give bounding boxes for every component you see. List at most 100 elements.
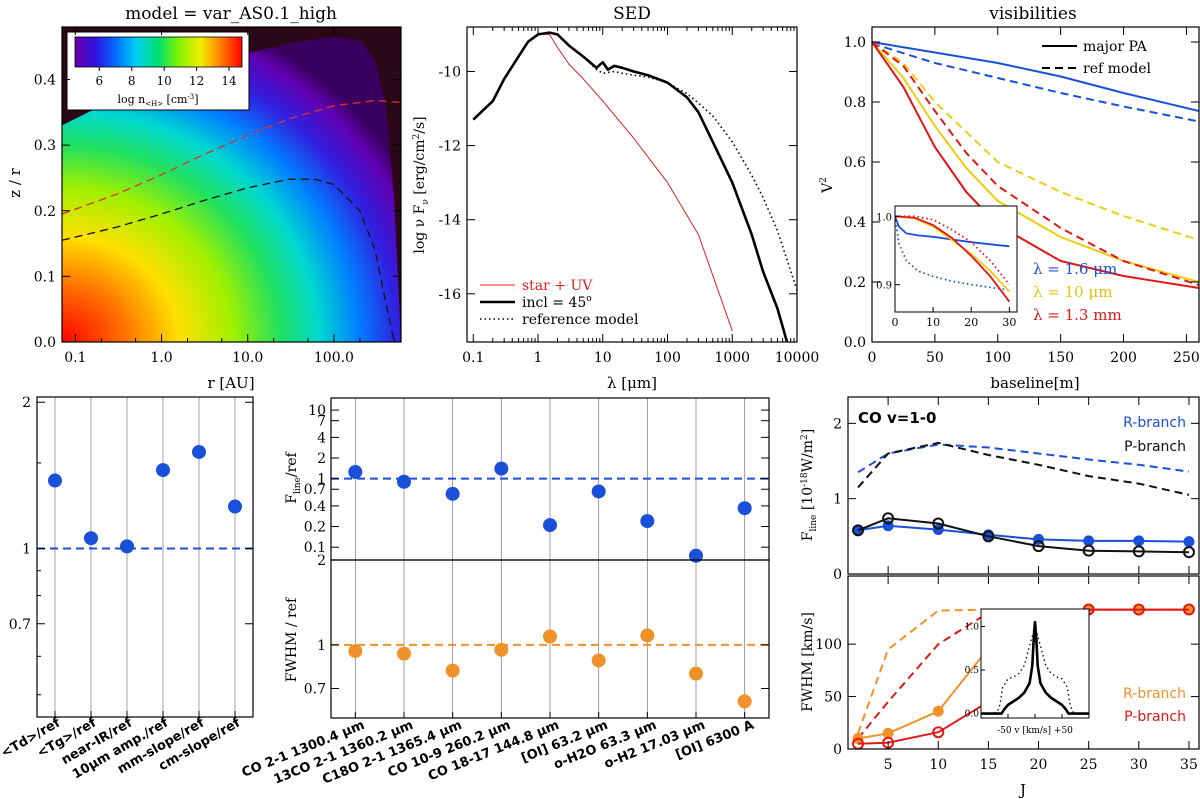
visibilities-ylabel: V2: [819, 177, 836, 194]
visibilities-panel: visibilities 0 50 100 150 200 2500.00.20.40.6…: [819, 4, 1200, 392]
co-fwhm-frame: [847, 575, 1200, 750]
colorbar-tick-label: 10: [157, 74, 172, 88]
fwhm-ratio-point: [543, 629, 557, 644]
ratio-point: [192, 444, 206, 459]
tick-label: 10: [929, 757, 947, 773]
tick-label: 1: [317, 472, 326, 488]
tick-label: 10: [594, 350, 612, 366]
sed-panel: SED 0.1 1 10 100 1000 10000 -10 -12 -14 -16 star …: [412, 4, 819, 392]
tick-label: 15: [979, 757, 997, 773]
wavelength-label-1: λ = 1.6 μm: [1033, 260, 1117, 278]
tick-label: 0: [833, 742, 842, 758]
tick-label: 1000: [714, 350, 750, 366]
flux-ratio-point: [494, 461, 509, 476]
co-flux-point: [1082, 544, 1095, 557]
tick-label: 0.4: [304, 499, 326, 515]
tick-label: 0.7: [9, 617, 31, 633]
flux-ratio-point: [737, 501, 752, 516]
tick-label: 10.0: [232, 350, 263, 366]
co-flux-frame: [847, 396, 1200, 575]
density-contour-2: [62, 178, 395, 342]
tick-label: 1: [22, 541, 31, 557]
tick-label: 0.4: [844, 215, 866, 231]
co-fwhm-point: [1132, 603, 1145, 616]
inset-series-5: [895, 215, 1011, 286]
tick-label: 0.1: [304, 540, 326, 556]
tick-label: 10000: [775, 350, 820, 366]
density-colorbar: 6 8 10 12 14 log n<H> [cm-3]: [66, 31, 250, 111]
visibility-series-3: [872, 41, 1199, 283]
tick-label: 2: [22, 395, 31, 411]
fwhm-ylabel: FWHM / ref: [284, 596, 300, 682]
density-frame: [61, 26, 402, 343]
profile-series-1: [981, 620, 1089, 715]
tick-label: 1.0: [150, 350, 172, 366]
tick-label: 0.2: [34, 204, 56, 220]
ratio-point: [84, 531, 98, 546]
tick-label: 0.0: [844, 335, 866, 351]
co-panel: 0 1 2 5 10 15 20 25 30 35 0 50 100 CO v=1-0 R-branc…: [800, 396, 1200, 799]
tick-label: 2: [833, 416, 842, 432]
co-xlabel: J: [1018, 781, 1026, 799]
inset-tick-label: 0.5: [965, 666, 980, 676]
flux-ratio-point: [445, 486, 460, 501]
tick-label: 2: [317, 553, 326, 569]
inset-tick-label: 1.0: [876, 212, 892, 223]
tick-label: 0.1: [64, 350, 86, 366]
wavelength-label-2: λ = 10 μm: [1033, 283, 1112, 301]
co-fwhm-ylabel: FWHM [km/s]: [800, 612, 816, 712]
tick-label: 1.0: [844, 35, 866, 51]
inset-series-4: [895, 215, 1011, 303]
colorbar-gradient: [74, 36, 243, 68]
inset-frame: [894, 205, 1018, 313]
fwhm-ratio-point: [348, 644, 363, 659]
sed-series-3: [472, 31, 797, 291]
visibilities-inset: 0 10 20 30 0.9 1.0: [876, 205, 1018, 329]
fwhm-ratio-point: [689, 666, 703, 681]
tick-label: 30: [1130, 757, 1148, 773]
sed-ylabel: log ν Fν [erg/cm2/s]: [412, 116, 431, 253]
tick-label: 150: [1047, 350, 1074, 366]
flux-ratio-point: [640, 514, 655, 529]
tick-label: 0.6: [844, 155, 866, 171]
fwhm-inset: 0.0 0.5 1.0 -50 v [km/s] +50: [965, 608, 1090, 736]
sed-xlabel: λ [μm]: [607, 374, 657, 392]
tick-label: 250: [1173, 350, 1200, 366]
inset-tick-label: 30: [1002, 316, 1016, 329]
legend-incl-label: incl = 45o: [522, 294, 592, 311]
density-field: [62, 36, 401, 342]
fwhm-ratio-point: [737, 694, 752, 709]
co-fwhm-point: [932, 726, 945, 739]
co-flux-point: [852, 524, 865, 537]
tick-label: -16: [438, 287, 461, 303]
colorbar-tick-label: 14: [221, 74, 237, 88]
tick-label: 100.0: [314, 350, 354, 366]
visibilities-title: visibilities: [988, 4, 1076, 24]
tick-label: 25: [1080, 757, 1098, 773]
inset-tick-label: 0.9: [876, 281, 892, 292]
ratios-frame: [36, 396, 254, 718]
flux-ylabel: Fline/ref: [284, 450, 303, 503]
fwhm-ratio-point: [445, 663, 460, 678]
co-legend-p: P-branch: [1124, 439, 1186, 455]
sed-title: SED: [613, 4, 651, 24]
tick-label: -10: [438, 64, 461, 80]
inset-tick-label: 10: [926, 316, 940, 329]
tick-label: 0: [833, 567, 842, 583]
tick-label: 50: [824, 690, 842, 706]
legend-star-label: star + UV: [522, 278, 593, 294]
tick-label: 20: [1030, 757, 1048, 773]
inset-series-2: [895, 216, 1010, 291]
tick-label: 1: [534, 350, 543, 366]
density-ylabel: z / r: [6, 167, 24, 197]
flux-ratio-point: [689, 548, 703, 563]
visibility-series-4: [872, 41, 1199, 241]
colorbar-tick-label: 6: [96, 74, 104, 88]
tick-label: 200: [1110, 350, 1137, 366]
tick-label: 5: [884, 757, 893, 773]
profile-series-2: [981, 625, 1089, 715]
flux-ratio-point: [348, 464, 363, 479]
sed-legend: star + UV incl = 45o reference model: [480, 278, 639, 328]
tick-label: 0.1: [462, 350, 484, 366]
